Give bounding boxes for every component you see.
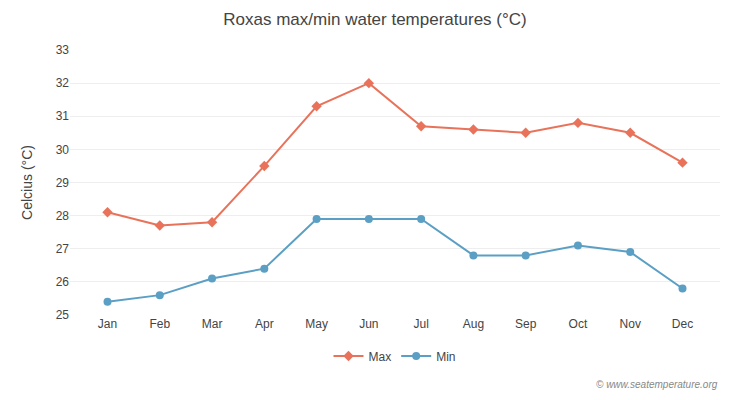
svg-text:25: 25	[56, 308, 70, 322]
svg-text:Jan: Jan	[98, 317, 117, 331]
svg-text:31: 31	[56, 109, 70, 123]
svg-text:Nov: Nov	[620, 317, 641, 331]
svg-text:Aug: Aug	[463, 317, 484, 331]
svg-text:Max: Max	[369, 350, 392, 364]
svg-text:Jun: Jun	[359, 317, 378, 331]
svg-text:Apr: Apr	[255, 317, 274, 331]
svg-text:Jul: Jul	[413, 317, 428, 331]
svg-text:Sep: Sep	[515, 317, 537, 331]
svg-text:29: 29	[56, 176, 70, 190]
svg-text:Feb: Feb	[149, 317, 170, 331]
svg-text:32: 32	[56, 76, 70, 90]
svg-text:28: 28	[56, 209, 70, 223]
svg-text:© www.seatemperature.org: © www.seatemperature.org	[596, 379, 718, 390]
svg-text:27: 27	[56, 242, 70, 256]
svg-text:Min: Min	[436, 350, 455, 364]
svg-text:May: May	[305, 317, 328, 331]
svg-text:Mar: Mar	[202, 317, 223, 331]
svg-text:30: 30	[56, 143, 70, 157]
svg-text:Roxas max/min water temperatur: Roxas max/min water temperatures (°C)	[223, 10, 526, 29]
svg-text:Celcius (°C): Celcius (°C)	[19, 145, 35, 220]
svg-text:Dec: Dec	[672, 317, 693, 331]
svg-text:26: 26	[56, 275, 70, 289]
svg-text:33: 33	[56, 43, 70, 57]
svg-text:Oct: Oct	[569, 317, 588, 331]
